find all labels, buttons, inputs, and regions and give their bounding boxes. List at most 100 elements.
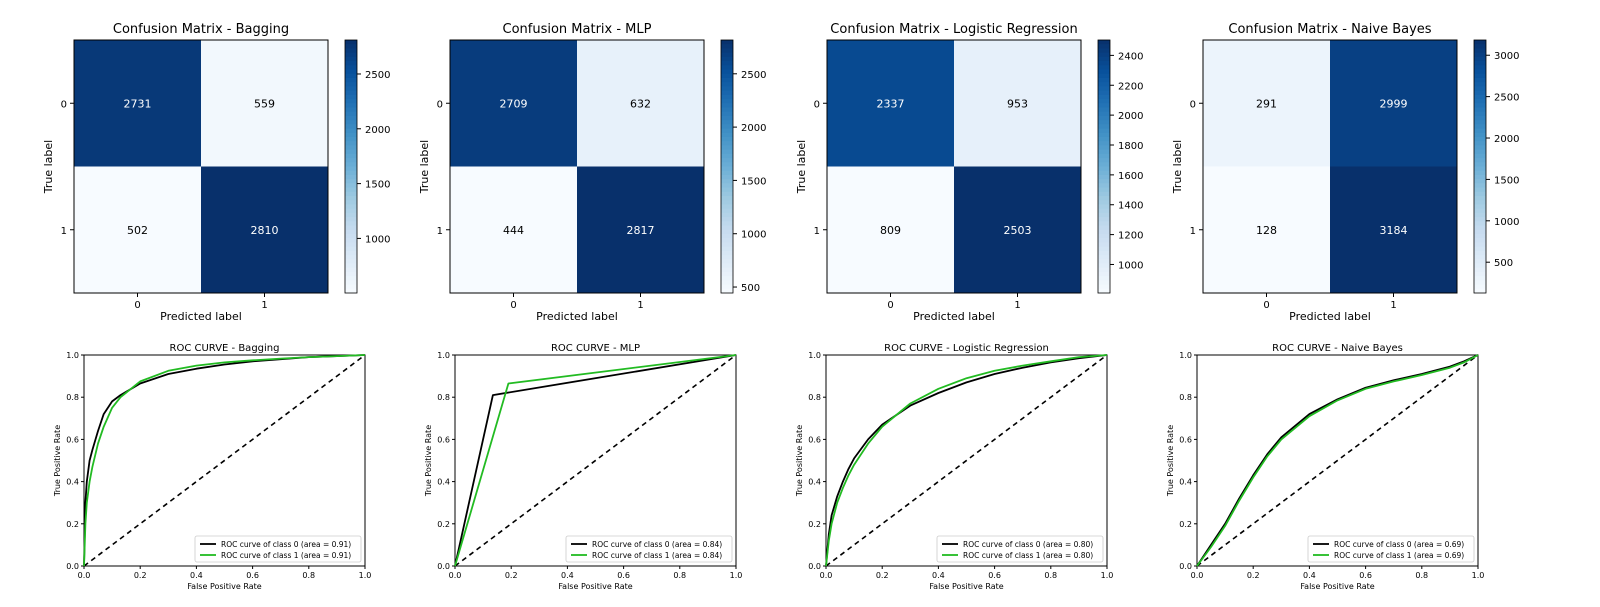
confusion-matrix-2: 2337 953 809 2503 Confusion Matrix - Logisti…	[795, 22, 1143, 323]
matrix-cell	[74, 166, 201, 293]
colorbar-segment	[721, 65, 733, 71]
y-axis-label: True Positive Rate	[53, 425, 62, 497]
cell-value: 2709	[500, 97, 528, 110]
colorbar-tick-label: 2000	[741, 123, 766, 134]
y-tick-label: 1.0	[1179, 351, 1192, 360]
colorbar-segment	[721, 86, 733, 92]
colorbar-segment	[721, 141, 733, 147]
colorbar-segment	[721, 288, 733, 294]
colorbar-segment	[1098, 229, 1110, 235]
colorbar-segment	[1098, 128, 1110, 134]
colorbar-segment	[345, 276, 357, 281]
colorbar-segment	[721, 229, 733, 235]
cell-value: 809	[880, 224, 901, 237]
matrix-cell	[1330, 40, 1457, 167]
confusion-matrix-1: 2709 632 444 2817 Confusion Matrix - MLP 0 1 0 1…	[418, 22, 766, 323]
roc-chart-1: 0.00.0 0.2 0.2 0.4 0.4 0.6 0.6 0.8 0.8 1.0 1.0 ROC …	[424, 343, 742, 591]
y-tick-label: 1.0	[808, 351, 821, 360]
colorbar-segment	[345, 162, 357, 168]
colorbar-segment	[345, 65, 357, 71]
legend-label: ROC curve of class 1 (area = 0.80)	[963, 551, 1093, 560]
x-tick-label: 0.2	[505, 571, 518, 580]
matrix-frame	[449, 39, 705, 294]
colorbar-segment	[721, 145, 733, 151]
x-axis-label: False Positive Rate	[187, 582, 261, 591]
colorbar-segment	[721, 56, 733, 62]
colorbar-segment	[345, 271, 357, 277]
colorbar-segment	[345, 48, 357, 54]
roc-series-line-0	[454, 354, 737, 567]
chart-title: Confusion Matrix - Bagging	[113, 22, 289, 37]
colorbar-segment	[721, 250, 733, 256]
colorbar-segment	[1098, 187, 1110, 193]
colorbar-segment	[1474, 158, 1486, 163]
cell-value: 2810	[251, 224, 279, 237]
colorbar-segment	[1098, 141, 1110, 147]
colorbar-segment	[1098, 86, 1110, 92]
colorbar-segment	[1098, 40, 1110, 45]
colorbar-segment	[1474, 40, 1486, 45]
x-axis-label: False Positive Rate	[929, 582, 1003, 591]
legend-box	[936, 535, 1104, 563]
matrix-cell	[1203, 40, 1330, 167]
legend-box	[194, 535, 362, 563]
colorbar-segment	[721, 136, 733, 142]
colorbar-tick-label: 3000	[1494, 51, 1519, 62]
colorbar-segment	[345, 73, 357, 79]
colorbar-segment	[345, 187, 357, 193]
colorbar-segment	[1474, 132, 1486, 138]
y-tick-label: 0.6	[1179, 435, 1192, 444]
colorbar-segment	[1098, 94, 1110, 100]
x-tick-label: 0	[1263, 300, 1269, 311]
colorbar-segment	[721, 183, 733, 189]
colorbar-segment	[721, 187, 733, 193]
colorbar-segment	[1098, 52, 1110, 58]
x-axis-label: Predicted label	[160, 310, 242, 323]
colorbar-segment	[721, 82, 733, 87]
cell-value: 953	[1007, 97, 1028, 110]
colorbar-frame	[720, 39, 734, 294]
colorbar-segment	[345, 170, 357, 176]
x-tick-label: 0.8	[1044, 571, 1057, 580]
y-tick-label: 0.2	[808, 520, 821, 529]
matrix-cell	[450, 166, 577, 293]
colorbar-segment	[345, 259, 357, 265]
colorbar-segment	[345, 191, 357, 197]
colorbar-segment	[1474, 267, 1486, 273]
colorbar-segment	[345, 280, 357, 286]
colorbar-segment	[1474, 238, 1486, 243]
y-axis-label: True label	[42, 140, 55, 194]
colorbar-segment	[1474, 208, 1486, 214]
colorbar-segment	[1098, 267, 1110, 273]
colorbar-tick-label: 2400	[1118, 51, 1143, 62]
colorbar-segment	[1474, 153, 1486, 159]
y-tick-label: 0.8	[66, 393, 79, 402]
colorbar-segment	[721, 246, 733, 252]
colorbar-segment	[1098, 69, 1110, 75]
x-tick-label: 0.6	[988, 571, 1001, 580]
legend-label: ROC curve of class 1 (area = 0.69)	[1334, 551, 1464, 560]
colorbar-segment	[721, 179, 733, 184]
colorbar-segment	[721, 124, 733, 130]
colorbar-segment	[1474, 246, 1486, 252]
matrix-cell	[827, 166, 954, 293]
colorbar-segment	[1474, 82, 1486, 87]
colorbar-segment	[345, 288, 357, 294]
colorbar-segment	[721, 149, 733, 155]
roc-series-line-0	[825, 354, 1108, 567]
colorbar-segment	[345, 250, 357, 256]
colorbar-segment	[1098, 208, 1110, 214]
colorbar-segment	[1098, 103, 1110, 109]
colorbar-tick-label: 1000	[1494, 217, 1519, 228]
y-tick-label: 0.2	[66, 520, 79, 529]
cell-value: 444	[503, 224, 524, 237]
colorbar-segment	[1098, 145, 1110, 151]
colorbar-segment	[345, 82, 357, 87]
x-axis-label: Predicted label	[913, 310, 995, 323]
colorbar-segment	[721, 73, 733, 79]
colorbar-segment	[1474, 179, 1486, 184]
x-tick-label: 0.8	[302, 571, 315, 580]
colorbar-segment	[1474, 204, 1486, 210]
colorbar-segment	[345, 246, 357, 252]
